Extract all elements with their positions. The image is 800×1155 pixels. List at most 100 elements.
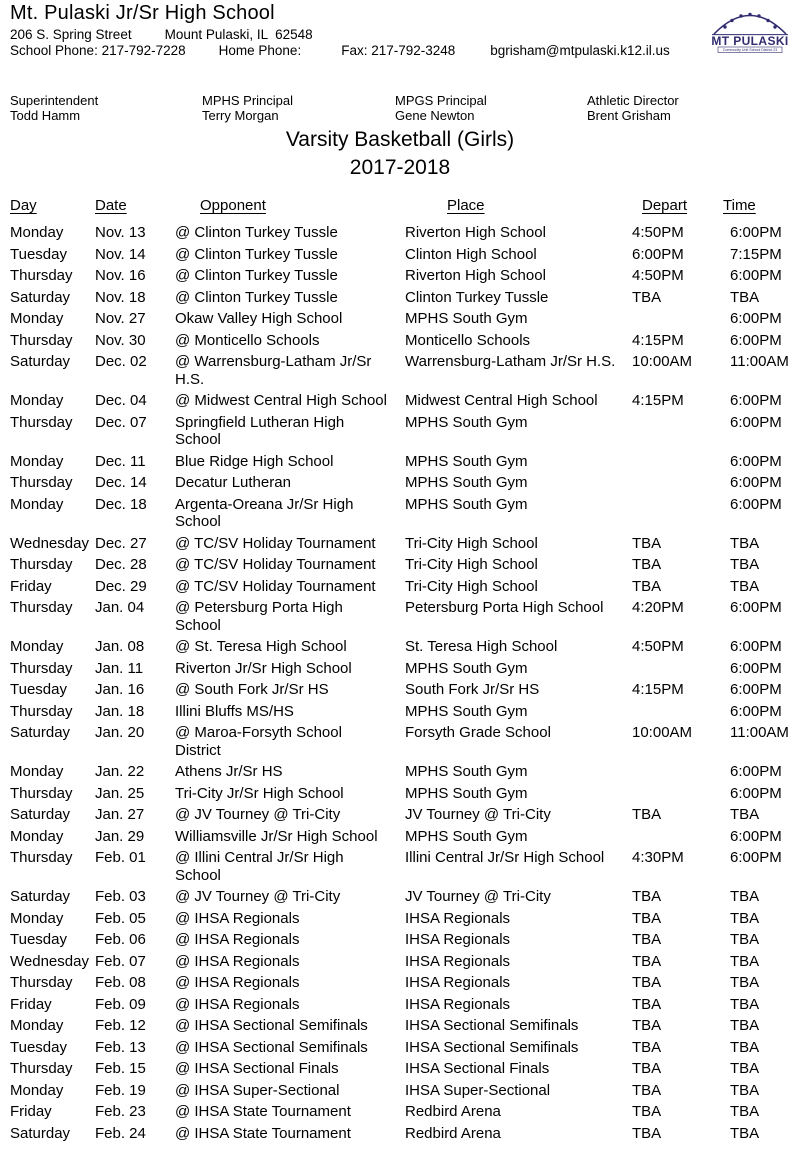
cell-place: MPHS South Gym [405,495,528,513]
cell-date: Jan. 11 [95,659,144,677]
cell-depart: 4:15PM [632,392,684,409]
cell-time: 6:00PM [730,224,782,241]
cell-day: Saturday [10,288,71,306]
cell-opponent: @ IHSA Regionals [175,931,300,948]
cell-time: 6:00PM [730,599,782,616]
cell-place: JV Tourney @ Tri-City [405,888,551,905]
page-title: Varsity Basketball (Girls) 2017-2018 [0,126,800,182]
staff-title: Athletic Director [587,93,679,108]
cell-day: Thursday [10,267,73,284]
cell-time: 6:00PM [730,331,782,349]
table-row: Monday Nov. 27 Okaw Valley High School M… [0,310,800,328]
cell-day: Thursday [10,974,73,991]
cell-time: 6:00PM [730,452,782,470]
cell-place: Warrensburg-Latham Jr/Sr H.S. [405,353,616,370]
cell-opponent: @ IHSA State Tournament [175,1103,351,1120]
cell-date: Feb. 09 [95,995,146,1013]
cell-time: 7:15PM [730,245,782,263]
table-row: Thursday Dec. 28 @ TC/SV Holiday Tournam… [0,556,800,574]
cell-opponent: @ Monticello Schools [175,331,320,349]
cell-opponent: @ Clinton Turkey Tussle [175,267,338,284]
school-address: 206 S. Spring Street Mount Pulaski, IL 62… [10,27,313,42]
cell-place: MPHS South Gym [405,413,528,431]
cell-date: Feb. 12 [95,1017,146,1034]
cell-date: Feb. 23 [95,1103,146,1120]
cell-opponent: Riverton Jr/Sr High School [175,659,352,677]
cell-opponent: @ South Fork Jr/Sr HS [175,681,329,698]
cell-date: Jan. 27 [95,806,145,823]
staff-mpgs-principal: MPGS Principal Gene Newton [395,93,487,123]
staff-name: Terry Morgan [202,108,279,123]
staff-athletic-director: Athletic Director Brent Grisham [587,93,679,123]
table-row: Monday Nov. 13 @ Clinton Turkey Tussle R… [0,224,800,242]
cell-time: 6:00PM [730,849,782,866]
school-name: Mt. Pulaski Jr/Sr High School [10,2,275,24]
table-row: Monday Feb. 19 @ IHSA Super-Sectional IH… [0,1082,800,1100]
dome-icon: MT PULASKI Community Unit School Distric… [711,12,788,53]
cell-opponent: @ TC/SV Holiday Tournament [175,534,376,552]
cell-place: IHSA Regionals [405,952,511,970]
table-row: Saturday Nov. 18 @ Clinton Turkey Tussle… [0,289,800,307]
table-row: Monday Jan. 29 Williamsville Jr/Sr High … [0,828,800,846]
cell-time: 6:00PM [730,638,782,655]
cell-depart: TBA [632,1103,662,1120]
table-row: Monday Dec. 11 Blue Ridge High School MP… [0,453,800,471]
table-row: Monday Dec. 18 Argenta-Oreana Jr/Sr High… [0,496,800,531]
cell-opponent: @ IHSA Regionals [175,909,300,927]
cell-opponent: @ Clinton Turkey Tussle [175,224,338,241]
cell-time: TBA [730,1124,760,1142]
cell-place: Tri-City High School [405,577,538,595]
column-header-opponent: Opponent [200,197,266,214]
cell-depart: TBA [632,931,662,948]
cell-time: TBA [730,1103,760,1120]
cell-place: MPHS South Gym [405,474,528,491]
cell-place: MPHS South Gym [405,763,528,780]
table-row: Thursday Jan. 04 @ Petersburg Porta High… [0,599,800,634]
cell-time: TBA [730,556,760,573]
table-row: Monday Jan. 08 @ St. Teresa High School … [0,638,800,656]
cell-date: Dec. 27 [95,534,147,552]
cell-date: Dec. 14 [95,474,147,491]
table-row: Saturday Dec. 02 @ Warrensburg-Latham Jr… [0,353,800,388]
table-row: Thursday Feb. 01 @ Illini Central Jr/Sr … [0,849,800,884]
cell-day: Tuesday [10,931,67,948]
table-row: Monday Jan. 22 Athens Jr/Sr HS MPHS Sout… [0,763,800,781]
cell-date: Jan. 25 [95,784,145,802]
school-logo: MT PULASKI Community Unit School Distric… [706,6,794,53]
cell-date: Nov. 16 [95,267,146,284]
cell-depart: TBA [632,974,662,991]
column-header-date: Date [95,197,127,214]
cell-day: Tuesday [10,681,67,698]
address-city: Mount Pulaski, IL 62548 [164,27,313,42]
cell-time: TBA [730,1017,760,1034]
cell-day: Monday [10,827,64,845]
cell-place: Petersburg Porta High School [405,599,604,616]
school-phone: School Phone: 217-792-7228 [10,43,186,58]
cell-place: JV Tourney @ Tri-City [405,806,551,823]
cell-time: 6:00PM [730,681,782,698]
cell-day: Saturday [10,724,71,741]
cell-time: TBA [730,931,760,948]
cell-time: 6:00PM [730,392,782,409]
cell-place: MPHS South Gym [405,310,528,327]
staff-superintendent: Superintendent Todd Hamm [10,93,98,123]
cell-time: TBA [730,974,760,991]
cell-date: Feb. 07 [95,952,146,970]
table-row: Monday Feb. 05 @ IHSA Regionals IHSA Reg… [0,910,800,928]
cell-time: 11:00AM [730,353,789,370]
cell-day: Saturday [10,353,71,370]
contact-line: School Phone: 217-792-7228 Home Phone: Fax… [10,43,670,58]
cell-depart: TBA [632,909,662,927]
cell-day: Friday [10,1103,52,1120]
table-row: Tuesday Feb. 13 @ IHSA Sectional Semifin… [0,1039,800,1057]
cell-date: Feb. 19 [95,1081,146,1099]
cell-day: Monday [10,909,64,927]
cell-opponent: Williamsville Jr/Sr High School [175,827,378,845]
cell-depart: TBA [632,806,662,823]
address-street: 206 S. Spring Street [10,27,132,42]
cell-place: Riverton High School [405,224,546,241]
cell-place: Tri-City High School [405,556,538,573]
cell-opponent: @ Warrensburg-Latham Jr/Sr H.S. [175,353,372,388]
cell-time: 6:00PM [730,659,782,677]
staff-name: Todd Hamm [10,108,81,123]
